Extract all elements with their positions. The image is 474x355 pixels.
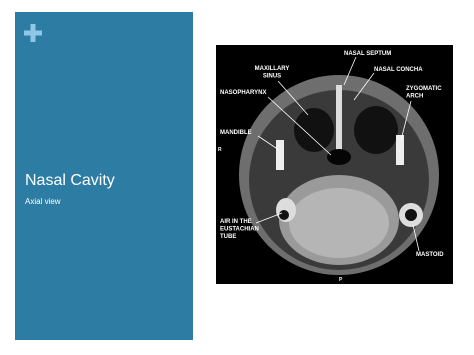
anatomy-label: AIR IN THE	[220, 219, 252, 225]
anatomy-label: MANDIBLE	[220, 130, 252, 136]
anatomy-label: MAXILLARY	[255, 66, 290, 72]
slide-title: Nasal Cavity	[25, 172, 115, 189]
side-panel: Nasal Cavity Axial view	[15, 12, 193, 340]
anatomy-label: ZYGOMATIC	[406, 86, 442, 92]
orientation-marker: R	[218, 147, 222, 153]
anatomy-label: NASAL SEPTUM	[344, 51, 391, 57]
anatomy-label: NASOPHARYNX	[220, 90, 266, 96]
plus-icon	[24, 24, 42, 42]
anatomy-label: NASAL CONCHA	[374, 67, 423, 73]
orientation-marker: P	[339, 277, 343, 283]
ct-image: NASAL SEPTUM MAXILLARY SINUS NASAL CONCHA NA…	[216, 45, 453, 284]
anatomy-label: TUBE	[220, 234, 236, 240]
anatomy-label: MASTOID	[416, 252, 444, 258]
anatomy-label: SINUS	[263, 74, 281, 80]
anatomy-label: ARCH	[406, 94, 423, 100]
slide-subtitle: Axial view	[25, 197, 61, 206]
anatomy-label: EUSTACHIAN	[220, 227, 259, 233]
